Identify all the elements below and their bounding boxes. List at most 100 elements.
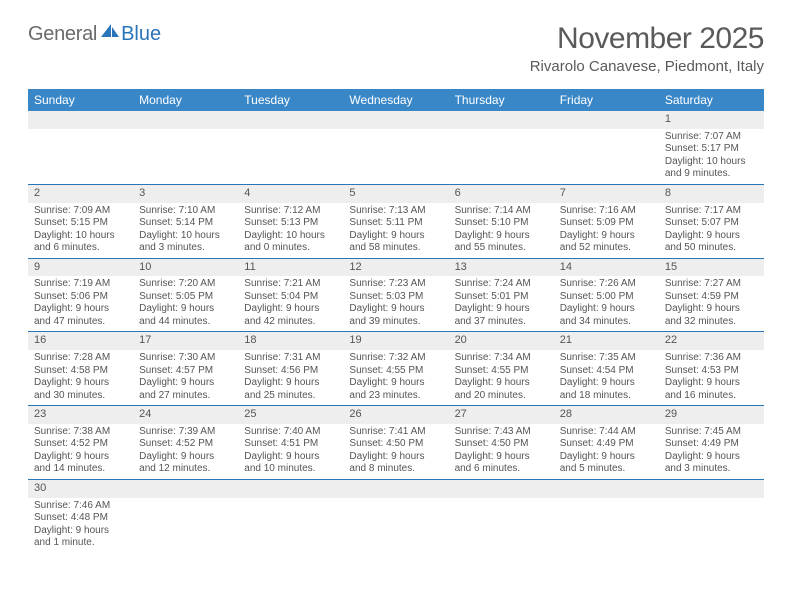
sunset-text: Sunset: 4:57 PM	[139, 365, 232, 378]
day-header: Sunday	[28, 89, 133, 111]
day-cell: 4Sunrise: 7:12 AMSunset: 5:13 PMDaylight…	[238, 185, 343, 258]
header-row: General Blue November 2025 Rivarolo Cana…	[28, 22, 764, 75]
sunset-text: Sunset: 5:03 PM	[349, 291, 442, 304]
sunset-text: Sunset: 4:50 PM	[455, 438, 548, 451]
day-cell: 5 Sunrise: 7:13 AMSunset: 5:11 PMDaylight…	[343, 185, 448, 258]
sunrise-text: Sunrise: 7:35 AM	[560, 352, 653, 365]
blank-cell	[133, 480, 238, 553]
day-header: Tuesday	[238, 89, 343, 111]
day-number: 2	[28, 185, 133, 203]
daylight-text: Daylight: 9 hours and 27 minutes.	[139, 377, 232, 402]
day-cell: 15Sunrise: 7:27 AMSunset: 4:59 PMDayligh…	[659, 259, 764, 332]
day-content: Sunrise: 7:38 AMSunset: 4:52 PMDaylight:…	[28, 426, 133, 476]
sunrise-text: Sunrise: 7:46 AM	[34, 500, 127, 513]
sunrise-text: Sunrise: 7:43 AM	[455, 426, 548, 439]
sunset-text: Sunset: 4:52 PM	[34, 438, 127, 451]
sunrise-text: Sunrise: 7:20 AM	[139, 278, 232, 291]
sunrise-text: Sunrise: 7:31 AM	[244, 352, 337, 365]
day-number	[449, 111, 554, 129]
day-cell: 18Sunrise: 7:31 AMSunset: 4:56 PMDayligh…	[238, 332, 343, 405]
day-content: Sunrise: 7:10 AMSunset: 5:14 PMDaylight:…	[133, 205, 238, 255]
sunrise-text: Sunrise: 7:13 AM	[349, 205, 442, 218]
sunrise-text: Sunrise: 7:26 AM	[560, 278, 653, 291]
day-cell: 29Sunrise: 7:45 AMSunset: 4:49 PMDayligh…	[659, 406, 764, 479]
day-cell: 8Sunrise: 7:17 AMSunset: 5:07 PMDaylight…	[659, 185, 764, 258]
sunset-text: Sunset: 4:53 PM	[665, 365, 758, 378]
day-content: Sunrise: 7:32 AMSunset: 4:55 PMDaylight:…	[343, 352, 448, 402]
sunrise-text: Sunrise: 7:16 AM	[560, 205, 653, 218]
day-number: 25	[238, 406, 343, 424]
day-number	[449, 480, 554, 498]
sunrise-text: Sunrise: 7:21 AM	[244, 278, 337, 291]
daylight-text: Daylight: 9 hours and 30 minutes.	[34, 377, 127, 402]
daylight-text: Daylight: 9 hours and 44 minutes.	[139, 303, 232, 328]
blank-cell	[343, 111, 448, 184]
day-cell: 2 Sunrise: 7:09 AMSunset: 5:15 PMDaylight…	[28, 185, 133, 258]
day-cell: 21 Sunrise: 7:35 AMSunset: 4:54 PMDayligh…	[554, 332, 659, 405]
day-content: Sunrise: 7:19 AMSunset: 5:06 PMDaylight:…	[28, 278, 133, 328]
day-content: Sunrise: 7:44 AMSunset: 4:49 PMDaylight:…	[554, 426, 659, 476]
sunset-text: Sunset: 5:07 PM	[665, 217, 758, 230]
day-content: Sunrise: 7:21 AMSunset: 5:04 PMDaylight:…	[238, 278, 343, 328]
daylight-text: Daylight: 9 hours and 23 minutes.	[349, 377, 442, 402]
sunset-text: Sunset: 5:06 PM	[34, 291, 127, 304]
week-row: 23Sunrise: 7:38 AMSunset: 4:52 PMDayligh…	[28, 406, 764, 480]
day-number: 3	[133, 185, 238, 203]
day-number: 1	[659, 111, 764, 129]
daylight-text: Daylight: 9 hours and 12 minutes.	[139, 451, 232, 476]
logo-text-general: General	[28, 23, 97, 46]
day-number	[28, 111, 133, 129]
sunrise-text: Sunrise: 7:41 AM	[349, 426, 442, 439]
sunrise-text: Sunrise: 7:12 AM	[244, 205, 337, 218]
day-cell: 3 Sunrise: 7:10 AMSunset: 5:14 PMDaylight…	[133, 185, 238, 258]
sunrise-text: Sunrise: 7:09 AM	[34, 205, 127, 218]
daylight-text: Daylight: 9 hours and 47 minutes.	[34, 303, 127, 328]
day-content: Sunrise: 7:35 AMSunset: 4:54 PMDaylight:…	[554, 352, 659, 402]
sunset-text: Sunset: 5:14 PM	[139, 217, 232, 230]
sunset-text: Sunset: 4:58 PM	[34, 365, 127, 378]
daylight-text: Daylight: 9 hours and 58 minutes.	[349, 230, 442, 255]
daylight-text: Daylight: 9 hours and 1 minute.	[34, 525, 127, 550]
weeks-container: 1Sunrise: 7:07 AMSunset: 5:17 PMDaylight…	[28, 111, 764, 553]
sunset-text: Sunset: 5:10 PM	[455, 217, 548, 230]
day-content: Sunrise: 7:17 AMSunset: 5:07 PMDaylight:…	[659, 205, 764, 255]
sunrise-text: Sunrise: 7:23 AM	[349, 278, 442, 291]
day-number: 27	[449, 406, 554, 424]
day-number: 30	[28, 480, 133, 498]
day-header: Wednesday	[343, 89, 448, 111]
day-number: 14	[554, 259, 659, 277]
sunset-text: Sunset: 4:48 PM	[34, 512, 127, 525]
day-number: 17	[133, 332, 238, 350]
blank-cell	[659, 480, 764, 553]
day-number: 23	[28, 406, 133, 424]
sunrise-text: Sunrise: 7:38 AM	[34, 426, 127, 439]
day-content: Sunrise: 7:13 AMSunset: 5:11 PMDaylight:…	[343, 205, 448, 255]
day-cell: 17Sunrise: 7:30 AMSunset: 4:57 PMDayligh…	[133, 332, 238, 405]
sunset-text: Sunset: 4:49 PM	[560, 438, 653, 451]
day-number: 20	[449, 332, 554, 350]
day-number: 21	[554, 332, 659, 350]
day-cell: 30 Sunrise: 7:46 AMSunset: 4:48 PMDayligh…	[28, 480, 133, 553]
day-content: Sunrise: 7:26 AMSunset: 5:00 PMDaylight:…	[554, 278, 659, 328]
sunset-text: Sunset: 5:01 PM	[455, 291, 548, 304]
sunset-text: Sunset: 5:15 PM	[34, 217, 127, 230]
day-cell: 10Sunrise: 7:20 AMSunset: 5:05 PMDayligh…	[133, 259, 238, 332]
logo: General Blue	[28, 22, 161, 46]
sunset-text: Sunset: 4:51 PM	[244, 438, 337, 451]
day-number: 24	[133, 406, 238, 424]
day-content: Sunrise: 7:09 AMSunset: 5:15 PMDaylight:…	[28, 205, 133, 255]
day-number	[659, 480, 764, 498]
daylight-text: Daylight: 10 hours and 3 minutes.	[139, 230, 232, 255]
day-number	[554, 480, 659, 498]
day-cell: 23 Sunrise: 7:38 AMSunset: 4:52 PMDayligh…	[28, 406, 133, 479]
day-number	[343, 480, 448, 498]
day-number: 5	[343, 185, 448, 203]
daylight-text: Daylight: 9 hours and 8 minutes.	[349, 451, 442, 476]
day-content: Sunrise: 7:12 AMSunset: 5:13 PMDaylight:…	[238, 205, 343, 255]
day-number: 18	[238, 332, 343, 350]
day-number: 16	[28, 332, 133, 350]
daylight-text: Daylight: 9 hours and 6 minutes.	[455, 451, 548, 476]
sunset-text: Sunset: 5:04 PM	[244, 291, 337, 304]
day-cell: 20Sunrise: 7:34 AMSunset: 4:55 PMDayligh…	[449, 332, 554, 405]
daylight-text: Daylight: 9 hours and 18 minutes.	[560, 377, 653, 402]
